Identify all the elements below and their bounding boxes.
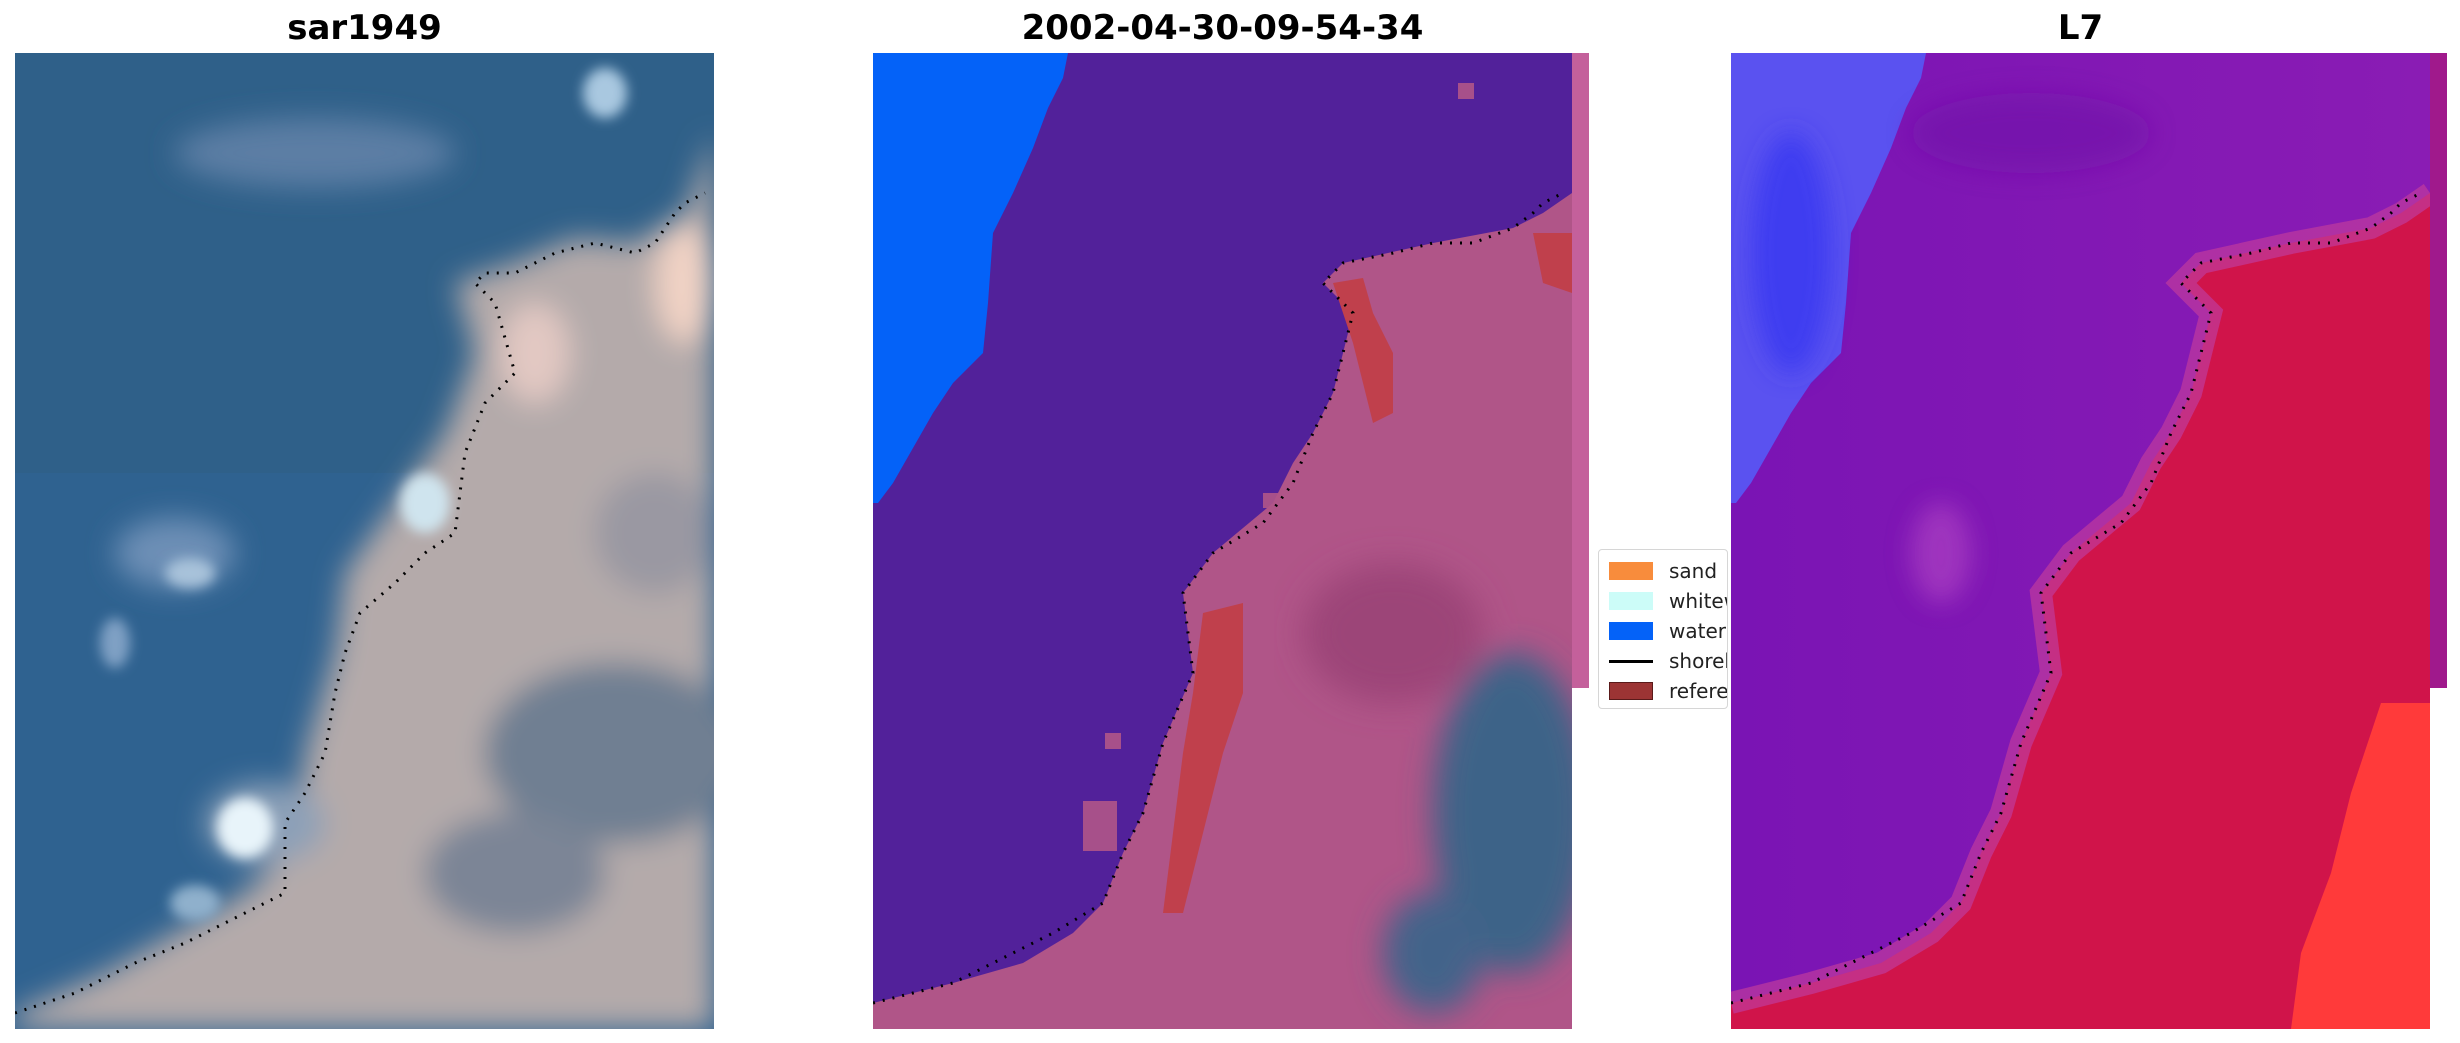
legend-swatch-sand xyxy=(1609,562,1653,580)
water-class-area xyxy=(873,53,1068,503)
panel-title-rgb: sar1949 xyxy=(287,8,442,48)
low-index-land-area xyxy=(1731,193,2430,1029)
legend-label: sand xyxy=(1669,559,1718,583)
rgb-image xyxy=(15,53,714,1029)
index-image xyxy=(1731,53,2430,1029)
index-image-panel xyxy=(1731,53,2430,1029)
classification-panel xyxy=(873,53,1572,1029)
panel-title-classification: 2002-04-30-09-54-34 xyxy=(1021,8,1424,48)
panel-title-index: L7 xyxy=(2057,8,2104,48)
legend-line-shoreline xyxy=(1609,659,1653,663)
rgb-image-panel xyxy=(15,53,714,1029)
classification-image xyxy=(873,53,1572,1029)
reference-class-patch xyxy=(1333,278,1393,423)
reference-class-patch-top xyxy=(1533,233,1572,293)
legend-item-water: water xyxy=(1609,616,1727,646)
legend-label: shorel xyxy=(1669,649,1728,673)
legend-label: water xyxy=(1669,619,1726,643)
legend-item-reference: referen xyxy=(1609,676,1727,706)
reference-class-patch-lower xyxy=(1163,603,1243,913)
legend-item-sand: sand xyxy=(1609,556,1727,586)
classification-edge-strip xyxy=(1572,53,1589,688)
legend-swatch-reference xyxy=(1609,682,1653,700)
bright-index-patch xyxy=(2291,703,2430,1029)
legend-item-shoreline: shorel xyxy=(1609,646,1727,676)
legend-swatch-whitewater xyxy=(1609,592,1653,610)
index-edge-strip xyxy=(2430,53,2447,688)
legend-swatch-water xyxy=(1609,622,1653,640)
legend-label: referen xyxy=(1669,679,1728,703)
